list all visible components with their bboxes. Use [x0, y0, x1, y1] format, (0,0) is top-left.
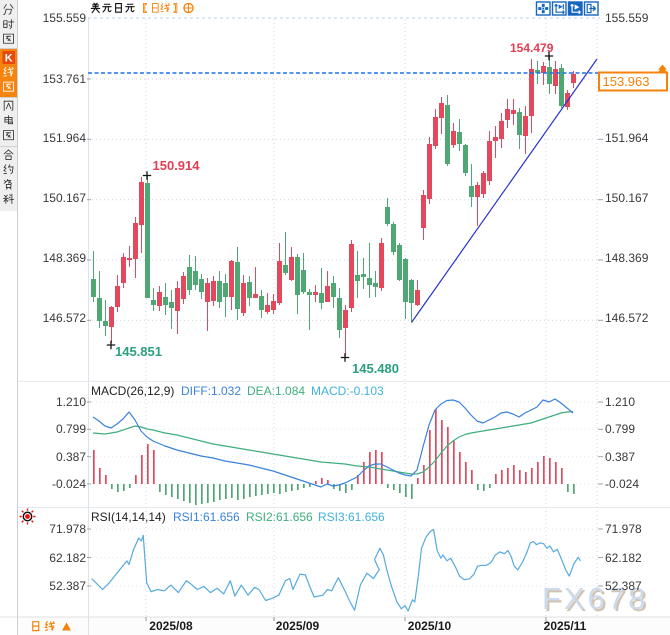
svg-text:K: K	[5, 53, 13, 65]
